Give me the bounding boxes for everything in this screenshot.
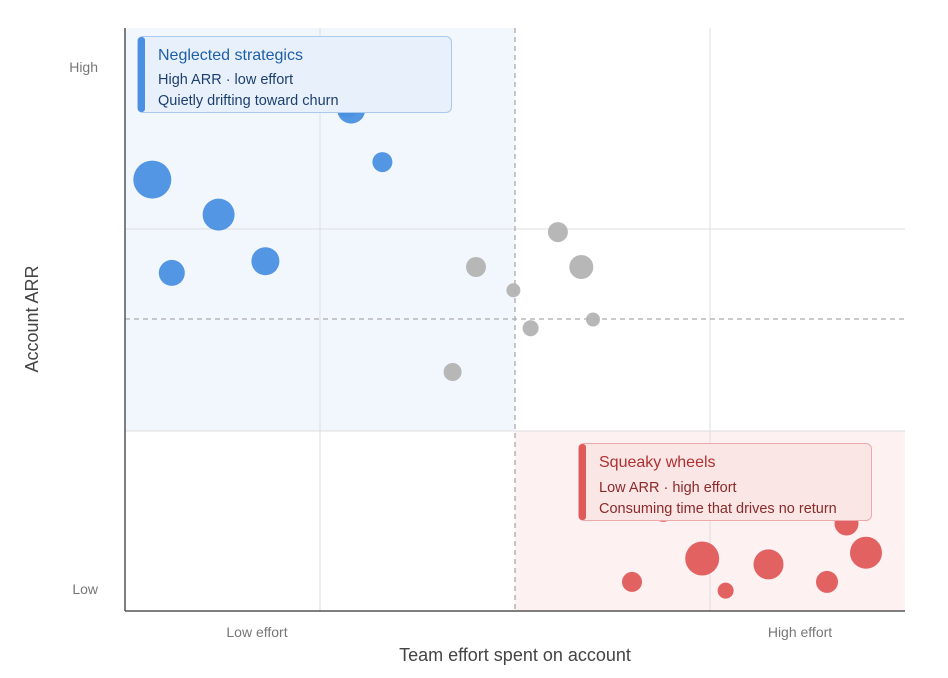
strategic-point-5 xyxy=(251,247,280,276)
callout-title: Neglected strategics xyxy=(158,47,303,64)
neutral-point-6 xyxy=(586,312,600,327)
neutral-point-1 xyxy=(466,257,486,277)
neutral-point-3 xyxy=(522,320,539,337)
strategic-point-7 xyxy=(372,152,393,173)
callout-line: Consuming time that drives no return xyxy=(599,501,837,517)
callout-line: High ARR · low effort xyxy=(158,72,294,88)
neutral-point-5 xyxy=(569,255,594,279)
y-tick-label-low: Low xyxy=(72,581,99,597)
strategic-point-3 xyxy=(202,198,235,231)
neutral-point-7 xyxy=(506,283,521,298)
x-axis-title: Team effort spent on account xyxy=(399,645,631,665)
squeaky-point-6 xyxy=(816,570,838,593)
points-layer xyxy=(133,95,882,599)
callout-line: Low ARR · high effort xyxy=(599,480,737,496)
squeaky-point-2 xyxy=(685,541,720,576)
callout-neglected-strategics: Neglected strategics High ARR · low effo… xyxy=(137,36,452,113)
callout-squeaky-wheels: Squeaky wheels Low ARR · high effort Con… xyxy=(578,443,872,521)
x-tick-label-low: Low effort xyxy=(226,624,287,640)
squeaky-point-8 xyxy=(850,536,882,569)
squeaky-point-4 xyxy=(717,582,734,599)
x-tick-label-high: High effort xyxy=(768,624,832,640)
neutral-point-4 xyxy=(547,222,568,243)
strategic-point-2 xyxy=(133,160,172,199)
neutral-point-2 xyxy=(443,363,462,381)
squeaky-point-3 xyxy=(622,571,642,592)
callout-accent-bar xyxy=(138,37,145,112)
callout-accent-bar xyxy=(579,444,586,520)
y-tick-label-high: High xyxy=(69,59,98,75)
squeaky-point-5 xyxy=(753,549,784,580)
strategic-point-4 xyxy=(158,259,185,286)
callout-line: Quietly drifting toward churn xyxy=(158,93,339,109)
callout-title: Squeaky wheels xyxy=(599,454,716,471)
y-axis-title: Account ARR xyxy=(22,265,42,372)
